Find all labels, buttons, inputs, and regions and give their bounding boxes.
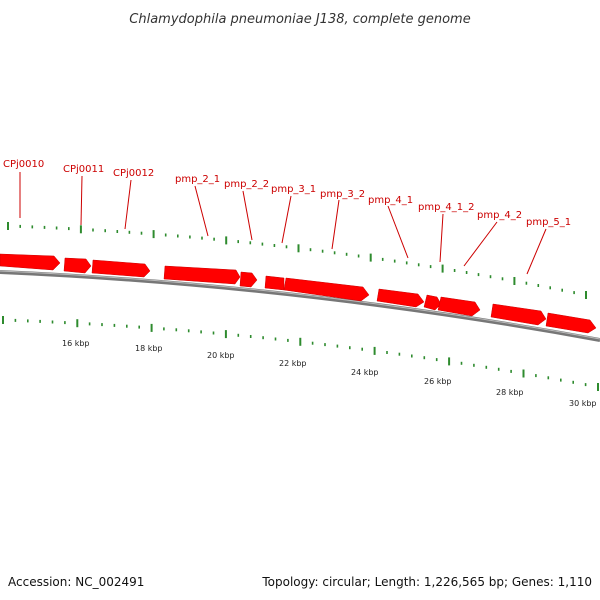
- gene-arrow[interactable]: [490, 303, 547, 326]
- gene-arrow[interactable]: [0, 253, 61, 271]
- gene-label-leader: [331, 199, 340, 250]
- gene-labels: CPj0010 CPj0011 CPj0012 pmp_2_1 pmp_2_2 …: [3, 159, 571, 228]
- scale-label: 24 kbp: [351, 368, 379, 377]
- gene-label-leader: [281, 195, 292, 244]
- gene-label-leader: [80, 175, 83, 226]
- gene-arrow[interactable]: [283, 277, 370, 302]
- gene-label[interactable]: pmp_2_1: [175, 174, 220, 185]
- gene-label[interactable]: pmp_4_1: [368, 195, 413, 206]
- gene-arrows: [0, 253, 597, 334]
- gene-label-leader: [242, 190, 253, 241]
- scale-label: 26 kbp: [424, 377, 452, 386]
- top-tick-track: [7, 222, 587, 299]
- gene-label-leader: [387, 205, 409, 259]
- gene-arrow[interactable]: [264, 275, 285, 291]
- genome-summary-text: Topology: circular; Length: 1,226,565 bp…: [261, 575, 592, 589]
- gene-arrow[interactable]: [63, 257, 92, 274]
- gene-arrow[interactable]: [239, 271, 258, 288]
- scale-labels: 16 kbp 18 kbp 20 kbp 22 kbp 24 kbp 26 kb…: [62, 339, 597, 408]
- gene-arrow[interactable]: [437, 296, 481, 317]
- gene-label[interactable]: CPj0012: [113, 168, 154, 179]
- gene-label-leader: [526, 228, 547, 275]
- scale-label: 22 kbp: [279, 359, 307, 368]
- gene-label-leader: [194, 185, 209, 237]
- scale-label: 28 kbp: [496, 388, 524, 397]
- accession-text: Accession: NC_002491: [8, 575, 144, 589]
- gene-label[interactable]: pmp_4_1_2: [418, 202, 475, 213]
- scale-label: 30 kbp: [569, 399, 597, 408]
- gene-label-leader: [439, 213, 444, 263]
- gene-label[interactable]: CPj0011: [63, 164, 104, 175]
- gene-arrow[interactable]: [423, 294, 442, 311]
- gene-label[interactable]: pmp_4_2: [477, 210, 522, 221]
- gene-label[interactable]: pmp_3_2: [320, 189, 365, 200]
- gene-arrow[interactable]: [91, 259, 151, 278]
- genome-backbone-highlight: [0, 270, 600, 340]
- map-title: Chlamydophila pneumoniae J138, complete …: [129, 12, 470, 27]
- bottom-tick-track: [2, 316, 599, 391]
- gene-label-leader: [124, 179, 132, 230]
- gene-label-leaders: [19, 172, 547, 275]
- scale-label: 16 kbp: [62, 339, 90, 348]
- gene-label[interactable]: CPj0010: [3, 159, 44, 170]
- gene-label-leader: [463, 221, 498, 267]
- scale-label: 20 kbp: [207, 351, 235, 360]
- gene-label[interactable]: pmp_3_1: [271, 184, 316, 195]
- gene-label[interactable]: pmp_2_2: [224, 179, 269, 190]
- gene-arrow[interactable]: [376, 288, 425, 308]
- gene-label[interactable]: pmp_5_1: [526, 217, 571, 228]
- scale-label: 18 kbp: [135, 344, 163, 353]
- genome-backbone: [0, 270, 600, 342]
- gene-arrow[interactable]: [545, 312, 597, 334]
- gene-arrow[interactable]: [163, 265, 241, 285]
